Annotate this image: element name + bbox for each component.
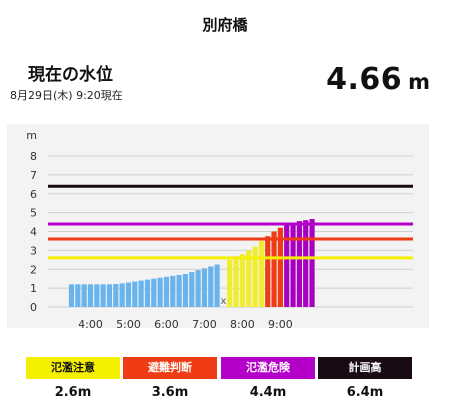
y-tick-label: 2 bbox=[30, 263, 37, 276]
water-level-bar bbox=[277, 227, 283, 307]
legend-caution: 氾濫注意 2.6m bbox=[26, 357, 120, 400]
water-level-bar bbox=[284, 223, 290, 307]
water-level-bar bbox=[100, 284, 106, 307]
water-level-value: 4.66 bbox=[326, 62, 403, 97]
y-tick-label: 5 bbox=[30, 207, 37, 220]
current-water-level: 4.66 m bbox=[326, 62, 430, 102]
water-level-bar bbox=[296, 221, 302, 307]
legend-danger-value: 4.4m bbox=[249, 385, 287, 400]
water-level-bar bbox=[176, 274, 182, 307]
water-level-bar bbox=[170, 275, 176, 307]
water-level-bar bbox=[182, 273, 189, 307]
water-level-bar bbox=[138, 280, 144, 307]
water-level-bar bbox=[201, 268, 208, 307]
water-level-bar bbox=[113, 283, 119, 307]
y-axis-label: m bbox=[26, 129, 37, 142]
y-tick-label: 7 bbox=[30, 169, 37, 182]
legend-evacuation-chip: 避難判断 bbox=[123, 357, 217, 379]
water-level-bar bbox=[151, 278, 157, 307]
y-tick-label: 6 bbox=[30, 188, 37, 201]
x-tick-label: 6:00 bbox=[154, 318, 179, 328]
water-level-unit: m bbox=[408, 70, 430, 94]
water-level-bar bbox=[189, 272, 195, 307]
legend-danger: 氾濫危険 4.4m bbox=[221, 357, 315, 400]
chart-svg: 0 1 2 3 4 5 6 7 8 m x 4:00 5:00 6:00 7:00 8:00 9:00 bbox=[26, 129, 413, 328]
water-level-bar bbox=[265, 236, 271, 307]
water-level-bar bbox=[163, 276, 170, 307]
station-name: 別府橋 bbox=[202, 16, 248, 34]
legend-danger-chip: 氾濫危険 bbox=[221, 357, 315, 379]
water-level-bar bbox=[81, 284, 87, 307]
water-level-bar bbox=[214, 264, 220, 307]
water-level-bar bbox=[144, 279, 151, 307]
legend-plan-height: 計画高 6.4m bbox=[318, 357, 412, 400]
water-level-bar bbox=[132, 281, 138, 307]
water-level-bar bbox=[119, 283, 125, 307]
legend-plan-height-value: 6.4m bbox=[346, 385, 384, 400]
water-level-timestamp: 8月29日(木) 9:20現在 bbox=[10, 89, 123, 102]
x-tick-label: 7:00 bbox=[192, 318, 217, 328]
water-level-title: 現在の水位 bbox=[28, 65, 113, 85]
water-level-bar bbox=[290, 223, 296, 307]
water-level-bar bbox=[309, 219, 315, 307]
water-level-bar bbox=[239, 254, 246, 307]
x-tick-label: 8:00 bbox=[230, 318, 255, 328]
water-level-bar bbox=[106, 284, 113, 307]
legend-evacuation: 避難判断 3.6m bbox=[123, 357, 217, 400]
y-tick-label: 3 bbox=[30, 244, 37, 257]
water-level-bar bbox=[271, 231, 277, 307]
y-tick-label: 8 bbox=[30, 150, 37, 163]
y-tick-label: 0 bbox=[30, 301, 37, 314]
y-tick-label: 1 bbox=[30, 282, 37, 295]
water-level-bar bbox=[125, 282, 132, 307]
water-level-bar bbox=[233, 257, 239, 307]
water-level-bar bbox=[208, 266, 214, 307]
legend-plan-height-chip: 計画高 bbox=[318, 357, 412, 379]
water-level-bar bbox=[87, 284, 94, 307]
x-tick-label: 5:00 bbox=[116, 318, 141, 328]
water-level-bar bbox=[195, 270, 201, 307]
water-level-bar bbox=[252, 246, 258, 307]
legend-caution-value: 2.6m bbox=[54, 385, 92, 400]
legend-caution-chip: 氾濫注意 bbox=[26, 357, 120, 379]
water-level-bar bbox=[68, 284, 75, 307]
legend-evacuation-value: 3.6m bbox=[151, 385, 189, 400]
x-tick-label: 9:00 bbox=[268, 318, 293, 328]
water-level-bar bbox=[94, 284, 100, 307]
water-level-bar bbox=[303, 220, 309, 307]
x-tick-label: 4:00 bbox=[78, 318, 103, 328]
water-level-bar bbox=[157, 277, 163, 307]
water-level-bar bbox=[227, 259, 233, 307]
missing-data-marker: x bbox=[220, 296, 226, 307]
water-level-bar bbox=[75, 284, 81, 307]
water-level-bar bbox=[246, 250, 252, 307]
water-level-bar bbox=[258, 240, 264, 307]
water-level-chart: 0 1 2 3 4 5 6 7 8 m x 4:00 5:00 6:00 7:00 8:00 9:00 bbox=[7, 124, 429, 328]
y-tick-label: 4 bbox=[30, 226, 37, 239]
